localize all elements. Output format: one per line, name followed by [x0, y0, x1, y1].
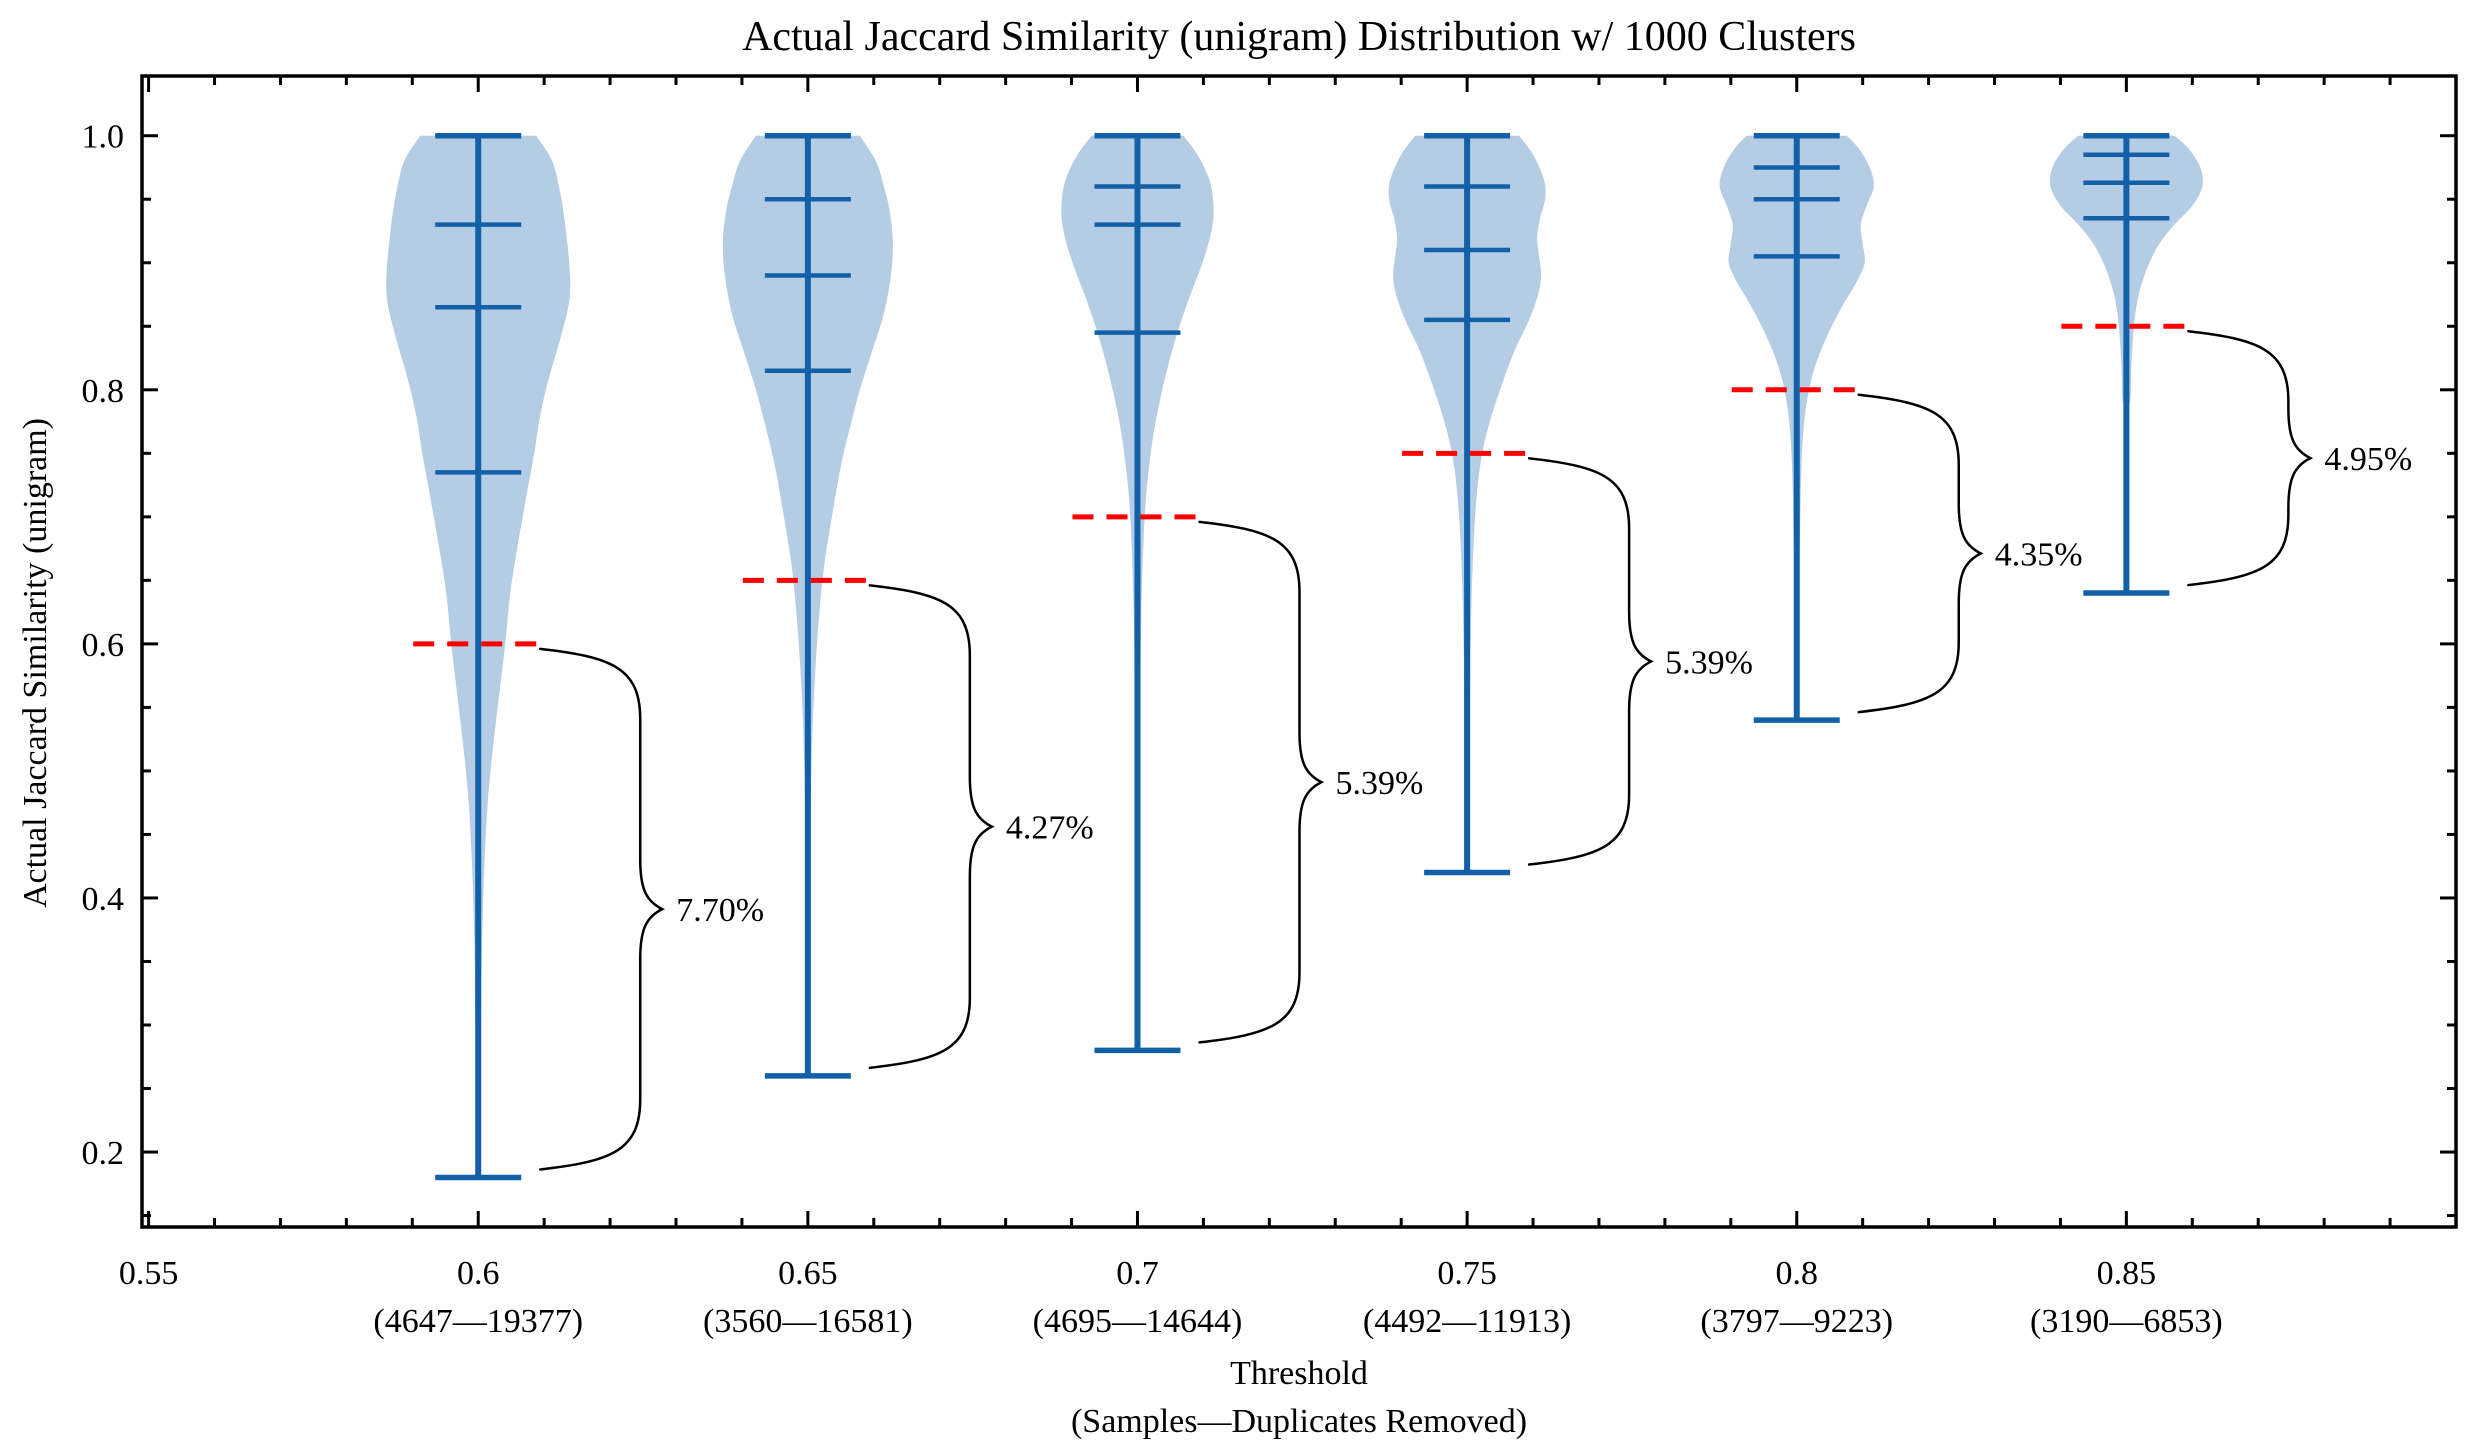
x-tick-label: 0.6: [457, 1255, 500, 1292]
x-tick-label: 0.65: [778, 1255, 838, 1292]
brace-annotation: [538, 647, 666, 1171]
brace-annotation: [868, 584, 995, 1070]
x-tick-label: 0.8: [1775, 1255, 1818, 1292]
y-tick-label: 0.6: [82, 627, 125, 664]
pct-below-threshold-label: 5.39%: [1665, 644, 1753, 681]
x-tick-label: 0.7: [1116, 1255, 1159, 1292]
x-axis-label-line2: (Samples—Duplicates Removed): [1071, 1403, 1527, 1440]
brace-annotation: [1857, 393, 1984, 714]
pct-below-threshold-label: 4.95%: [2324, 441, 2412, 478]
x-tick-sublabel: (3797—9223): [1700, 1303, 1893, 1340]
brace-annotation: [1527, 457, 1654, 866]
pct-below-threshold-label: 4.27%: [1006, 810, 1094, 847]
brace-annotation: [2187, 330, 2314, 587]
x-tick-label: 0.55: [119, 1255, 179, 1292]
x-tick-sublabel: (4647—19377): [373, 1303, 583, 1340]
y-tick-label: 0.4: [82, 881, 125, 918]
x-tick-sublabel: (3190—6853): [2030, 1303, 2223, 1340]
x-tick-sublabel: (4492—11913): [1363, 1303, 1571, 1340]
plot-area: 0.2 0.4 0.6 0.8 1.0 0.55 0.6 (4647—19377) 0.65 (3…: [82, 74, 2458, 1340]
x-tick-label: 0.85: [2097, 1255, 2157, 1292]
x-tick-sublabel: (4695—14644): [1033, 1303, 1243, 1340]
pct-below-threshold-label: 5.39%: [1335, 765, 1423, 802]
y-tick-label: 0.2: [82, 1135, 125, 1172]
brace-annotation: [1198, 520, 1325, 1044]
y-tick-label: 0.8: [82, 373, 125, 410]
x-tick-label: 0.75: [1437, 1255, 1497, 1292]
pct-below-threshold-label: 7.70%: [676, 892, 764, 929]
axes-frame: [140, 74, 2458, 1229]
pct-below-threshold-label: 4.35%: [1995, 536, 2083, 573]
y-axis-label: Actual Jaccard Similarity (unigram): [17, 418, 54, 908]
chart-title: Actual Jaccard Similarity (unigram) Dist…: [742, 14, 1856, 60]
x-axis-label-line1: Threshold: [1230, 1355, 1368, 1392]
y-tick-label: 1.0: [82, 119, 125, 156]
x-tick-sublabel: (3560—16581): [703, 1303, 913, 1340]
